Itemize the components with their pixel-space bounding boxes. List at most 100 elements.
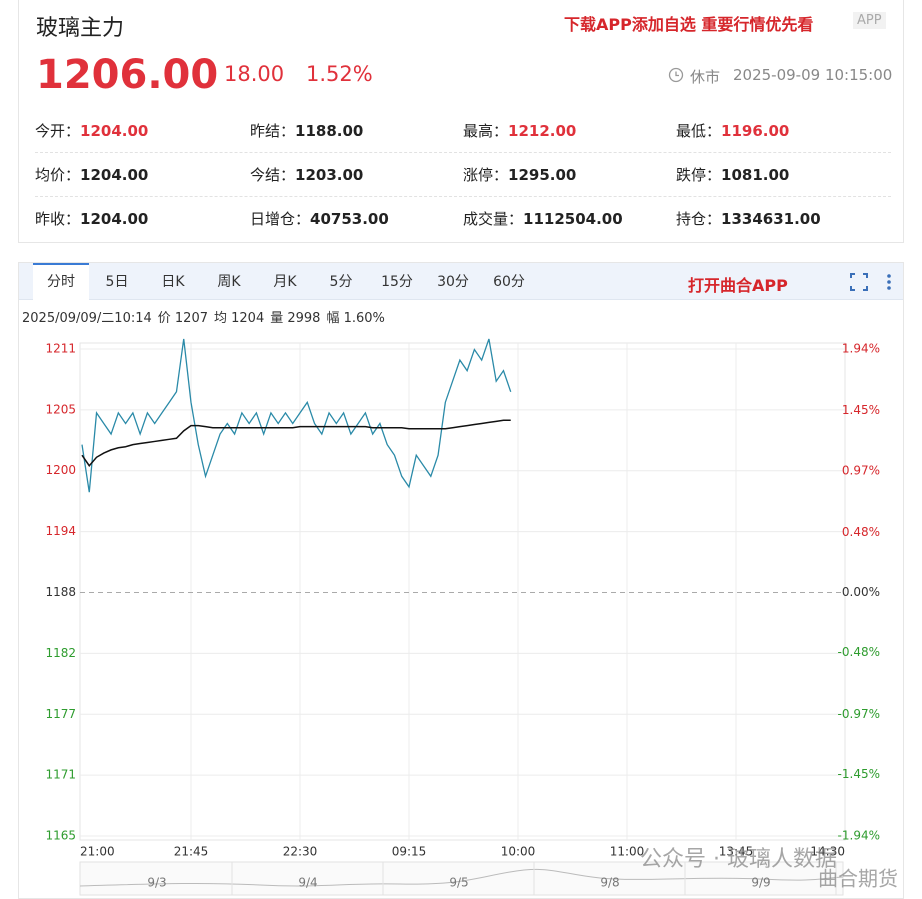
stat-item: 昨收：1204.00 bbox=[35, 208, 148, 229]
stat-label: 持仓： bbox=[676, 210, 722, 228]
tab[interactable]: 月K bbox=[273, 274, 297, 290]
y2-tick-label: 0.48% bbox=[842, 525, 880, 539]
tab[interactable]: 5分 bbox=[329, 274, 353, 290]
stat-label: 涨停： bbox=[463, 166, 509, 184]
stat-label: 昨收： bbox=[35, 210, 81, 228]
x-tick-label: 22:30 bbox=[283, 845, 318, 859]
stat-row: 均价：1204.00 今结：1203.00 涨停：1295.00 跌停：1081.00 bbox=[35, 152, 891, 197]
crosshair-info: 2025/09/09/二10:14 价 1207 均 1204 量 2998 幅 1.6… bbox=[22, 307, 391, 326]
series-line bbox=[81, 338, 512, 493]
watermark: 曲合期货 bbox=[818, 867, 898, 891]
tab[interactable]: 分时 bbox=[33, 263, 89, 300]
clock-icon bbox=[668, 67, 684, 83]
y2-tick-label: 1.45% bbox=[842, 403, 880, 417]
stat-value: 1203.00 bbox=[295, 166, 364, 184]
stat-item: 今开：1204.00 bbox=[35, 120, 148, 141]
chart: 21:00 21:45 22:30 09:15 10:00 11:00 13:45 14:30… bbox=[45, 338, 898, 896]
tab[interactable]: 日K bbox=[161, 274, 185, 290]
info-item: 幅 1.60% bbox=[326, 311, 385, 326]
y-tick-label: 1177 bbox=[45, 707, 76, 721]
x-tick-label: 13:45 bbox=[719, 845, 754, 859]
y2-tick-label: -1.94% bbox=[838, 829, 880, 843]
watermark: 公众号 · 玻璃人数据 bbox=[640, 847, 837, 872]
app-badge[interactable]: APP bbox=[853, 12, 886, 29]
stat-value: 1295.00 bbox=[508, 166, 577, 184]
stat-item: 日增仓：40753.00 bbox=[250, 208, 389, 229]
stat-label: 最低： bbox=[676, 122, 722, 140]
y2-tick-label: -1.45% bbox=[838, 767, 880, 781]
x-tick-label: 21:00 bbox=[80, 845, 115, 859]
y-tick-label: 1188 bbox=[45, 585, 76, 599]
y2-tick-label: 0.00% bbox=[842, 585, 880, 599]
stat-label: 今结： bbox=[250, 166, 296, 184]
stat-item: 均价：1204.00 bbox=[35, 164, 148, 185]
info-item: 量 2998 bbox=[270, 311, 321, 326]
y2-tick-label: 0.97% bbox=[842, 463, 880, 477]
stat-value: 1188.00 bbox=[295, 122, 364, 140]
info-item: 2025/09/09/二10:14 bbox=[22, 311, 152, 326]
stat-label: 跌停： bbox=[676, 166, 722, 184]
series-line bbox=[81, 419, 511, 467]
title: 玻璃主力 bbox=[36, 16, 125, 41]
info-item: 均 1204 bbox=[214, 311, 265, 326]
stat-item: 最低：1196.00 bbox=[676, 120, 789, 141]
y-tick-label: 1171 bbox=[45, 768, 76, 782]
tab[interactable]: 60分 bbox=[493, 274, 525, 290]
stat-value: 1204.00 bbox=[80, 210, 149, 228]
stat-label: 均价： bbox=[35, 166, 81, 184]
tab[interactable]: 5日 bbox=[105, 274, 129, 290]
x-tick-label: 21:45 bbox=[174, 845, 209, 859]
y2-tick-label: -0.48% bbox=[838, 645, 880, 659]
stat-label: 今开： bbox=[35, 122, 81, 140]
y-tick-label: 1194 bbox=[45, 524, 76, 538]
stat-value: 40753.00 bbox=[310, 210, 389, 228]
price-change-pct: 1.52% bbox=[306, 62, 373, 86]
tab-bar: 分时 5日 日K 周K 月K 5分 15分 30分 60分 bbox=[19, 263, 903, 300]
y-tick-label: 1165 bbox=[45, 829, 76, 843]
stat-item: 成交量：1112504.00 bbox=[463, 208, 623, 229]
stat-label: 日增仓： bbox=[250, 210, 311, 228]
navigator-label: 9/3 bbox=[147, 876, 166, 890]
tab[interactable]: 30分 bbox=[437, 274, 469, 290]
stat-label: 成交量： bbox=[463, 210, 524, 228]
stat-item: 跌停：1081.00 bbox=[676, 164, 789, 185]
navigator-label: 9/5 bbox=[449, 876, 468, 890]
toolbar-icons[interactable] bbox=[848, 271, 892, 293]
stat-value: 1334631.00 bbox=[721, 210, 821, 228]
open-app-link[interactable]: 打开曲合APP bbox=[688, 276, 788, 295]
x-tick-label: 09:15 bbox=[392, 845, 427, 859]
promo-link[interactable]: 下载APP添加自选 重要行情优先看 bbox=[564, 15, 814, 34]
stat-value: 1196.00 bbox=[721, 122, 790, 140]
stat-item: 持仓：1334631.00 bbox=[676, 208, 821, 229]
datetime: 2025-09-09 10:15:00 bbox=[733, 66, 893, 84]
y-tick-label: 1200 bbox=[45, 463, 76, 477]
stat-row: 昨收：1204.00 日增仓：40753.00 成交量：1112504.00 持仓：1… bbox=[35, 196, 891, 240]
stat-value: 1081.00 bbox=[721, 166, 790, 184]
stat-value: 1204.00 bbox=[80, 166, 149, 184]
stat-item: 最高：1212.00 bbox=[463, 120, 576, 141]
stat-row: 今开：1204.00 昨结：1188.00 最高：1212.00 最低：1196.00 bbox=[35, 108, 891, 153]
tab[interactable]: 周K bbox=[217, 274, 241, 290]
navigator-line bbox=[79, 868, 844, 887]
market-status: 休市 bbox=[690, 68, 721, 86]
tab[interactable]: 15分 bbox=[381, 274, 413, 290]
stat-item: 今结：1203.00 bbox=[250, 164, 363, 185]
stat-value: 1112504.00 bbox=[523, 210, 623, 228]
stat-value: 1212.00 bbox=[508, 122, 577, 140]
navigator-label: 9/8 bbox=[600, 876, 619, 890]
stat-item: 涨停：1295.00 bbox=[463, 164, 576, 185]
x-tick-label: 10:00 bbox=[501, 845, 536, 859]
stat-item: 昨结：1188.00 bbox=[250, 120, 363, 141]
quote-panel bbox=[18, 0, 904, 243]
navigator-label: 9/4 bbox=[298, 876, 317, 890]
x-tick-label: 14:30 bbox=[810, 845, 845, 859]
y2-tick-label: 1.94% bbox=[842, 342, 880, 356]
y-tick-label: 1211 bbox=[45, 342, 76, 356]
plot-frame bbox=[79, 342, 846, 841]
stat-value: 1204.00 bbox=[80, 122, 149, 140]
stat-label: 最高： bbox=[463, 122, 509, 140]
stat-label: 昨结： bbox=[250, 122, 296, 140]
x-tick-label: 11:00 bbox=[610, 845, 645, 859]
y-tick-label: 1205 bbox=[45, 402, 76, 416]
